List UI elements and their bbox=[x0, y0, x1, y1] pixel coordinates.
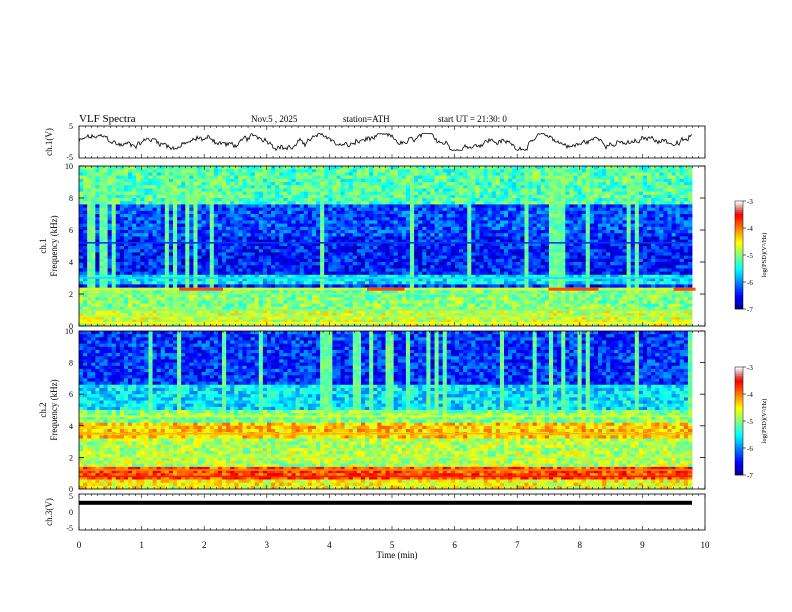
cbar2-tick: -4 bbox=[747, 391, 753, 399]
spec1-band bbox=[79, 277, 692, 279]
spec2-ytick: 4 bbox=[69, 422, 73, 431]
ch3-ytick-bottom: -5 bbox=[66, 524, 73, 533]
spec1-band bbox=[79, 309, 692, 311]
spec1-band bbox=[79, 322, 692, 324]
cbar2-tick: -3 bbox=[747, 364, 753, 372]
spec2-band bbox=[79, 475, 692, 478]
cbar2-tick: -7 bbox=[747, 472, 753, 480]
x-tick-label: 1 bbox=[139, 540, 144, 550]
time-axis-ticks bbox=[78, 126, 706, 530]
spec2-band bbox=[79, 415, 692, 418]
spec2-band bbox=[79, 432, 692, 435]
ch2-ylabel-channel: ch.2 bbox=[38, 402, 48, 417]
spec1-segment bbox=[367, 287, 405, 291]
x-tick-label: 8 bbox=[578, 540, 583, 550]
x-tick-label: 9 bbox=[640, 540, 645, 550]
spec2-band bbox=[79, 469, 692, 471]
x-tick-label: 3 bbox=[265, 540, 270, 550]
cbar1-tick: -5 bbox=[747, 252, 753, 260]
x-tick-label: 4 bbox=[327, 540, 332, 550]
x-tick-label: 6 bbox=[452, 540, 457, 550]
spec2-ytick: 0 bbox=[69, 485, 73, 494]
spec1-band bbox=[79, 315, 692, 318]
cbar2-tick: -5 bbox=[747, 418, 753, 426]
spec1-segment bbox=[673, 287, 696, 291]
ch1-ytick-bottom: -5 bbox=[66, 153, 73, 162]
spec1-band bbox=[79, 293, 692, 295]
ch3-ylabel: ch.3(V) bbox=[44, 498, 54, 526]
ch3-waveform-panel: 5 0 -5 ch.3(V) bbox=[44, 492, 706, 533]
spec1-segment bbox=[179, 287, 223, 291]
spec2-ytick: 8 bbox=[69, 359, 73, 368]
spec2-ytick: 10 bbox=[65, 327, 73, 336]
spec2-band bbox=[79, 456, 692, 459]
ch3-trace bbox=[79, 500, 692, 505]
spec1-ytick: 10 bbox=[65, 162, 73, 171]
x-tick-label: 10 bbox=[701, 540, 711, 550]
ch1-ytick-top: 5 bbox=[69, 122, 73, 131]
ch3-ytick-top: 5 bbox=[69, 492, 73, 501]
cbar1-tick: -3 bbox=[747, 198, 753, 206]
ch3-ytick-mid: 0 bbox=[69, 508, 73, 517]
station-label: station=ATH bbox=[343, 114, 390, 124]
x-tick-label: 7 bbox=[515, 540, 520, 550]
spec1-ytick: 4 bbox=[69, 258, 73, 267]
ch1-colorbar: -3 -4 -5 -6 -7 log(PSD)(V²/Hz) bbox=[734, 198, 768, 314]
ch2-spectrogram-image bbox=[79, 331, 705, 490]
ch1-ylabel-channel: ch.1 bbox=[38, 238, 48, 253]
spec2-ytick: 2 bbox=[69, 453, 73, 462]
ch1-ylabel: ch.1(V) bbox=[44, 128, 54, 156]
x-tick-label: 2 bbox=[202, 540, 207, 550]
figure-title: VLF Spectra bbox=[79, 113, 136, 125]
x-tick-label: 0 bbox=[77, 540, 82, 550]
cbar2-label: log(PSD)(V²/Hz) bbox=[761, 399, 768, 444]
cbar1-tick: -4 bbox=[747, 225, 753, 233]
spec1-ytick: 0 bbox=[69, 322, 73, 331]
ch1-trace bbox=[78, 132, 693, 152]
cbar2-tick: -6 bbox=[747, 445, 753, 453]
ch1-ylabel-frequency: Frequency (kHz) bbox=[49, 215, 59, 276]
time-axis-labels: 0 1 2 3 4 5 6 7 8 9 10 bbox=[77, 540, 710, 550]
spec1-ytick: 2 bbox=[69, 290, 73, 299]
cbar1-label: log(PSD)(V²/Hz) bbox=[761, 233, 768, 278]
cbar1-tick: -7 bbox=[747, 306, 753, 314]
spec1-ytick: 8 bbox=[69, 194, 73, 203]
date-label: Nov.5 , 2025 bbox=[251, 114, 298, 124]
start-time-label: start UT = 21:30: 0 bbox=[438, 114, 507, 124]
ch1-spectrogram-image bbox=[79, 166, 705, 327]
ch2-ylabel-frequency: Frequency (kHz) bbox=[49, 379, 59, 440]
ch1-waveform-panel: 5 -5 ch.1(V) bbox=[44, 122, 706, 162]
cbar1-tick: -6 bbox=[747, 279, 753, 287]
spec1-band bbox=[79, 242, 692, 244]
spec1-ytick: 6 bbox=[69, 226, 73, 235]
ch1-spectrogram-panel: 0 2 4 6 8 10 ch.1 Frequency (kHz) bbox=[38, 162, 706, 331]
ch2-spectrogram-panel: 0 2 4 6 8 10 ch.2 Frequency (kHz) bbox=[38, 327, 706, 494]
ch2-colorbar: -3 -4 -5 -6 -7 log(PSD)(V²/Hz) bbox=[734, 364, 768, 480]
spec1-segment bbox=[548, 287, 599, 291]
x-tick-label: 5 bbox=[390, 540, 395, 550]
spec2-ytick: 6 bbox=[69, 390, 73, 399]
x-axis-label: Time (min) bbox=[377, 550, 418, 560]
